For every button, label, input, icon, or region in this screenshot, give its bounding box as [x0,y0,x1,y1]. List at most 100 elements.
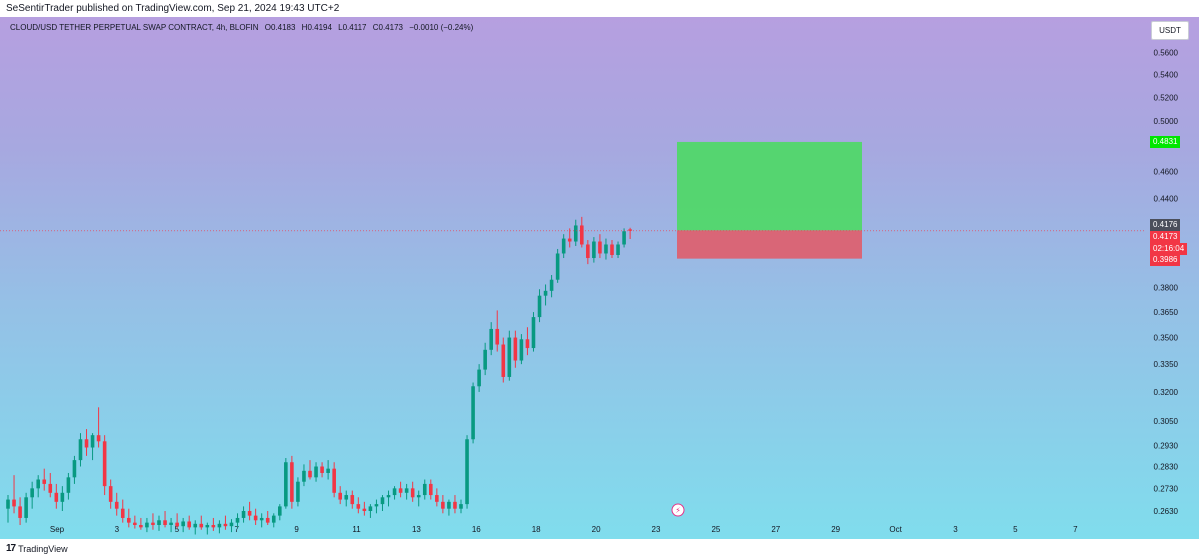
time-tick-label: 11 [352,525,361,534]
bottom-bar: 17 TradingView [0,539,1199,560]
legend-low: L0.4117 [338,23,367,32]
candle-body [48,483,53,493]
candle-body [54,492,59,502]
candle-body [519,339,524,361]
candle-body [229,522,234,527]
candle-body [235,517,240,523]
candle-body [465,439,469,505]
candle-body [193,523,198,528]
legend-open: O0.4183 [264,23,296,32]
candle-body [145,522,149,528]
candle-body [320,466,324,473]
price-tick-label: 0.2630 [1154,507,1179,516]
price-tick-label: 0.3200 [1154,388,1179,397]
candle-body [175,522,179,527]
price-tick-label: 0.5000 [1154,117,1179,126]
candle-body [6,499,10,509]
candle-body [24,497,28,518]
candlestick-chart[interactable]: 0.5600 0.5400 0.5200 0.5000 0.4600 0.4400 0.38… [0,17,1199,539]
candle-body [60,492,65,502]
candle-body [187,521,191,528]
time-tick-label: 13 [412,525,421,534]
candle-body [259,517,264,521]
candle-body [350,495,355,505]
stop-zone [677,230,862,259]
price-tick-label: 0.3350 [1154,360,1179,369]
target-price-label: 0.4831 [1150,135,1181,148]
candle-body [205,525,210,528]
candle-body [447,501,451,509]
candle-body [139,525,143,528]
candle-body [398,488,403,493]
candle-body [471,386,475,440]
candle-body [483,349,487,370]
candle-body [429,483,433,496]
price-tick-label: 0.2830 [1154,463,1179,472]
candle-body [386,495,391,498]
candle-body [374,504,379,507]
lightning-icon [671,503,685,517]
price-tick-label: 0.2730 [1154,484,1179,493]
candle-body [241,510,246,518]
candle-body [495,328,500,345]
candle-body [410,488,415,498]
candle-body [501,344,506,377]
time-tick-label: 3 [953,525,958,534]
price-tick-label: 0.5600 [1154,48,1179,57]
candle-body [628,229,632,231]
candle-body [422,483,427,496]
candle-body [314,466,318,478]
candle-body [404,488,409,493]
time-tick-label: Oct [889,525,902,534]
candle-body [561,238,566,254]
candle-body [253,515,258,521]
tradingview-brand: TradingView [18,543,68,554]
candle-body [580,225,584,245]
price-tick-label: 0.5200 [1154,93,1179,102]
candle-body [531,317,536,349]
price-tick-label: 0.3650 [1154,308,1179,317]
candle-body [181,521,185,527]
price-tick-label: 0.5400 [1154,70,1179,79]
legend-change: −0.0010 (−0.24%) [409,23,474,32]
candle-body [610,244,614,255]
candle-body [344,495,349,500]
time-tick-label: 18 [532,525,541,534]
entry-price-label: 0.4176 [1150,219,1181,232]
legend-high: H0.4194 [301,23,332,32]
candle-body [102,441,107,487]
time-tick-label: 3 [115,525,120,534]
time-tick-label: 5 [1013,525,1018,534]
published-info: SeSentirTrader published on TradingView.… [6,3,340,14]
tradingview-logo[interactable]: 17 TradingView [6,543,68,554]
candle-body [586,244,590,259]
candle-body [133,522,137,525]
time-tick-label: 27 [771,525,780,534]
chart-area[interactable]: 0.5600 0.5400 0.5200 0.5000 0.4600 0.4400 0.38… [0,17,1199,539]
candle-body [543,290,548,296]
candle-body [598,241,602,254]
candle-body [441,501,445,509]
candle-body [265,517,270,523]
time-tick-label: 9 [294,525,299,534]
candle-body [18,506,22,518]
candle-body [392,488,397,496]
candle-body [326,468,330,473]
candle-countdown-label: 02:16:04 [1150,242,1188,255]
candle-body [90,435,95,448]
time-tick-label: 29 [831,525,840,534]
candle-body [416,495,421,498]
candle-body [435,495,439,502]
candle-body [549,279,554,291]
candle-body [223,523,228,527]
candle-body [108,486,113,502]
candle-body [356,504,361,509]
candle-body [573,225,578,242]
candle-body [459,504,463,509]
candle-body [42,479,47,484]
candle-body [308,470,312,478]
candle-body [604,244,608,254]
candle-body [157,520,161,525]
time-tick-label: 23 [652,525,661,534]
currency-button[interactable]: USDT [1151,21,1189,40]
